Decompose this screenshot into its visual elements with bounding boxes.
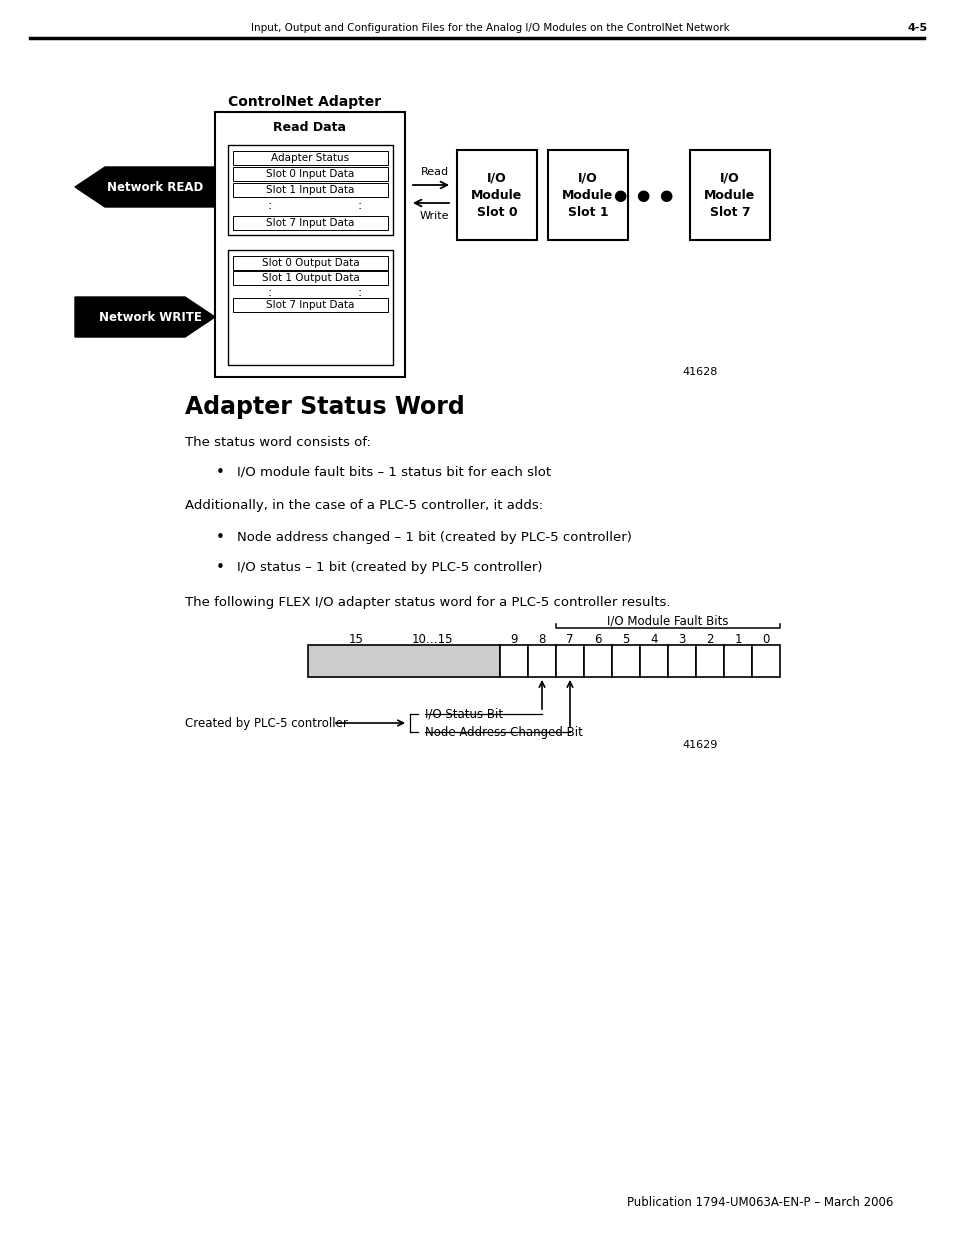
Text: ●  ●  ●: ● ● ● — [614, 188, 673, 203]
Bar — [751, 645, 780, 677]
Text: :: : — [268, 285, 272, 299]
Text: Network READ: Network READ — [107, 180, 203, 194]
Text: The following FLEX I/O adapter status word for a PLC-5 controller results.: The following FLEX I/O adapter status wo… — [185, 595, 670, 609]
FancyArrow shape — [75, 167, 214, 207]
Text: Additionally, in the case of a PLC-5 controller, it adds:: Additionally, in the case of a PLC-5 con… — [185, 499, 542, 511]
Bar — [228, 249, 393, 366]
Text: Slot 1 Output Data: Slot 1 Output Data — [261, 273, 359, 283]
Text: Slot 0 Output Data: Slot 0 Output Data — [261, 258, 359, 268]
FancyArrow shape — [75, 296, 214, 337]
Text: Read Data: Read Data — [274, 121, 346, 133]
Text: Network WRITE: Network WRITE — [98, 310, 201, 324]
Bar — [639, 645, 667, 677]
Text: 6: 6 — [594, 632, 601, 646]
Bar — [547, 149, 627, 240]
Bar — [214, 112, 405, 377]
Text: 41628: 41628 — [681, 367, 717, 377]
Text: 4: 4 — [650, 632, 657, 646]
Text: 15: 15 — [348, 632, 363, 646]
Bar — [667, 645, 696, 677]
Bar — [612, 645, 639, 677]
Text: Created by PLC-5 controller: Created by PLC-5 controller — [185, 716, 348, 730]
Text: :: : — [357, 199, 362, 211]
Text: I/O
Module
Slot 1: I/O Module Slot 1 — [561, 172, 613, 219]
Text: 8: 8 — [537, 632, 545, 646]
Bar — [499, 645, 527, 677]
Text: The status word consists of:: The status word consists of: — [185, 436, 371, 448]
Bar — [556, 645, 583, 677]
Text: I/O
Module
Slot 7: I/O Module Slot 7 — [703, 172, 755, 219]
Text: 1: 1 — [734, 632, 741, 646]
Text: •: • — [215, 559, 224, 574]
Bar — [456, 149, 537, 240]
Bar — [233, 216, 388, 230]
Bar — [233, 167, 388, 182]
Bar — [308, 645, 499, 677]
Text: 0: 0 — [761, 632, 769, 646]
Text: :: : — [357, 285, 362, 299]
Text: Read: Read — [420, 167, 449, 177]
Text: Node address changed – 1 bit (created by PLC-5 controller): Node address changed – 1 bit (created by… — [236, 531, 631, 543]
Text: Input, Output and Configuration Files for the Analog I/O Modules on the ControlN: Input, Output and Configuration Files fo… — [251, 23, 729, 33]
Bar — [233, 256, 388, 270]
Bar — [233, 270, 388, 285]
Text: Slot 7 Input Data: Slot 7 Input Data — [266, 300, 355, 310]
Text: Node Address Changed Bit: Node Address Changed Bit — [424, 725, 582, 739]
Bar — [696, 645, 723, 677]
Bar — [233, 298, 388, 312]
Text: 2: 2 — [705, 632, 713, 646]
Text: 7: 7 — [566, 632, 573, 646]
Text: I/O status – 1 bit (created by PLC-5 controller): I/O status – 1 bit (created by PLC-5 con… — [236, 561, 542, 573]
Text: Slot 0 Input Data: Slot 0 Input Data — [266, 169, 355, 179]
Text: •: • — [215, 530, 224, 545]
Bar — [228, 144, 393, 235]
Text: 9: 9 — [510, 632, 517, 646]
Text: 5: 5 — [621, 632, 629, 646]
Text: I/O Status Bit: I/O Status Bit — [424, 708, 502, 720]
Text: 10…15: 10…15 — [412, 632, 453, 646]
Text: I/O Module Fault Bits: I/O Module Fault Bits — [607, 615, 728, 627]
Text: 3: 3 — [678, 632, 685, 646]
Text: 41629: 41629 — [681, 740, 717, 750]
Bar — [527, 645, 556, 677]
Bar — [689, 149, 769, 240]
Text: I/O
Module
Slot 0: I/O Module Slot 0 — [471, 172, 522, 219]
Bar — [233, 151, 388, 165]
Text: Slot 7 Input Data: Slot 7 Input Data — [266, 219, 355, 228]
Text: 4-5: 4-5 — [907, 23, 927, 33]
Text: :: : — [268, 199, 272, 211]
Text: Slot 1 Input Data: Slot 1 Input Data — [266, 185, 355, 195]
Text: Publication 1794-UM063A-EN-P – March 2006: Publication 1794-UM063A-EN-P – March 200… — [626, 1197, 892, 1209]
Text: I/O module fault bits – 1 status bit for each slot: I/O module fault bits – 1 status bit for… — [236, 466, 551, 478]
Text: Adapter Status Word: Adapter Status Word — [185, 395, 464, 419]
Text: •: • — [215, 464, 224, 479]
Bar — [233, 183, 388, 198]
Bar — [723, 645, 751, 677]
Bar — [583, 645, 612, 677]
Text: Write: Write — [419, 211, 449, 221]
Text: ControlNet Adapter: ControlNet Adapter — [228, 95, 381, 109]
Text: Adapter Status: Adapter Status — [272, 153, 349, 163]
